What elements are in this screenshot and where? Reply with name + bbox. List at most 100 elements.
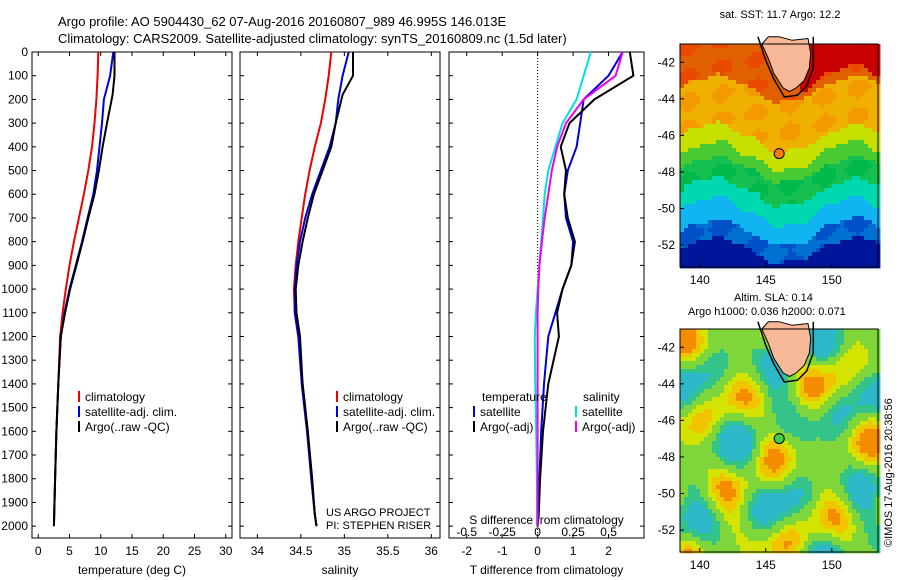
heatmap-cell — [744, 413, 749, 418]
heatmap-cell — [788, 192, 793, 197]
heatmap-cell — [860, 48, 865, 53]
heatmap-cell — [756, 116, 761, 121]
heatmap-cell — [792, 188, 797, 193]
heatmap-cell — [708, 469, 713, 474]
heatmap-cell — [720, 461, 725, 466]
heatmap-cell — [772, 104, 777, 109]
heatmap-cell — [756, 164, 761, 169]
heatmap-cell — [696, 164, 701, 169]
heatmap-cell — [752, 180, 757, 185]
heatmap-cell — [840, 256, 845, 261]
heatmap-cell — [732, 385, 737, 390]
heatmap-cell — [848, 120, 853, 125]
heatmap-cell — [700, 120, 705, 125]
heatmap-cell — [872, 80, 877, 85]
heatmap-cell — [832, 108, 837, 113]
heatmap-cell — [716, 64, 721, 69]
heatmap-cell — [800, 204, 805, 209]
heatmap-cell — [800, 397, 805, 402]
heatmap-cell — [800, 236, 805, 241]
heatmap-cell — [680, 260, 685, 265]
heatmap-cell — [828, 84, 833, 89]
heatmap-cell — [848, 349, 853, 354]
heatmap-cell — [688, 56, 693, 61]
heatmap-cell — [780, 409, 785, 414]
heatmap-cell — [784, 381, 789, 386]
heatmap-cell — [704, 116, 709, 121]
heatmap-cell — [832, 64, 837, 69]
heatmap-cell — [772, 156, 777, 161]
heatmap-cell — [804, 212, 809, 217]
heatmap-cell — [712, 429, 717, 434]
heatmap-cell — [716, 264, 721, 269]
series-line-1 — [536, 51, 635, 527]
heatmap-cell — [872, 441, 877, 446]
heatmap-cell — [712, 473, 717, 478]
heatmap-cell — [768, 405, 773, 410]
heatmap-cell — [804, 204, 809, 209]
heatmap-cell — [696, 385, 701, 390]
heatmap-cell — [740, 365, 745, 370]
heatmap-cell — [684, 481, 689, 486]
heatmap-cell — [736, 264, 741, 269]
heatmap-cell — [788, 252, 793, 257]
heatmap-cell — [744, 393, 749, 398]
heatmap-cell — [708, 132, 713, 137]
heatmap-cell — [872, 389, 877, 394]
heatmap-cell — [720, 80, 725, 85]
heatmap-cell — [868, 180, 873, 185]
heatmap-cell — [752, 232, 757, 237]
heatmap-cell — [824, 168, 829, 173]
heatmap-cell — [796, 429, 801, 434]
heatmap-cell — [864, 345, 869, 350]
heatmap-cell — [828, 72, 833, 77]
heatmap-cell — [792, 172, 797, 177]
y-tick-label: -50 — [658, 202, 676, 216]
heatmap-cell — [788, 188, 793, 193]
heatmap-cell — [812, 240, 817, 245]
heatmap-cell — [856, 144, 861, 149]
heatmap-cell — [820, 437, 825, 442]
heatmap-cell — [852, 397, 857, 402]
heatmap-cell — [868, 353, 873, 358]
heatmap-cell — [816, 329, 821, 334]
heatmap-cell — [872, 264, 877, 269]
heatmap-cell — [836, 453, 841, 458]
heatmap-cell — [792, 220, 797, 225]
heatmap-cell — [772, 120, 777, 125]
heatmap-cell — [740, 112, 745, 117]
heatmap-cell — [696, 132, 701, 137]
heatmap-cell — [836, 449, 841, 454]
heatmap-cell — [848, 437, 853, 442]
heatmap-cell — [760, 349, 765, 354]
heatmap-cell — [756, 160, 761, 165]
heatmap-cell — [864, 156, 869, 161]
heatmap-cell — [688, 72, 693, 77]
heatmap-cell — [768, 481, 773, 486]
heatmap-cell — [692, 76, 697, 81]
heatmap-cell — [724, 136, 729, 141]
heatmap-cell — [764, 80, 769, 85]
heatmap-cell — [712, 216, 717, 221]
heatmap-cell — [832, 176, 837, 181]
heatmap-cell — [852, 68, 857, 73]
heatmap-cell — [716, 437, 721, 442]
heatmap-cell — [824, 96, 829, 101]
heatmap-cell — [688, 369, 693, 374]
heatmap-cell — [752, 80, 757, 85]
heatmap-cell — [800, 457, 805, 462]
heatmap-cell — [700, 156, 705, 161]
heatmap-cell — [700, 393, 705, 398]
heatmap-cell — [704, 373, 709, 378]
heatmap-cell — [828, 413, 833, 418]
heatmap-cell — [728, 192, 733, 197]
heatmap-cell — [780, 232, 785, 237]
heatmap-cell — [792, 473, 797, 478]
heatmap-cell — [836, 96, 841, 101]
heatmap-cell — [744, 116, 749, 121]
heatmap-cell — [712, 345, 717, 350]
heatmap-cell — [712, 140, 717, 145]
heatmap-cell — [692, 80, 697, 85]
heatmap-cell — [752, 333, 757, 338]
heatmap-cell — [788, 200, 793, 205]
